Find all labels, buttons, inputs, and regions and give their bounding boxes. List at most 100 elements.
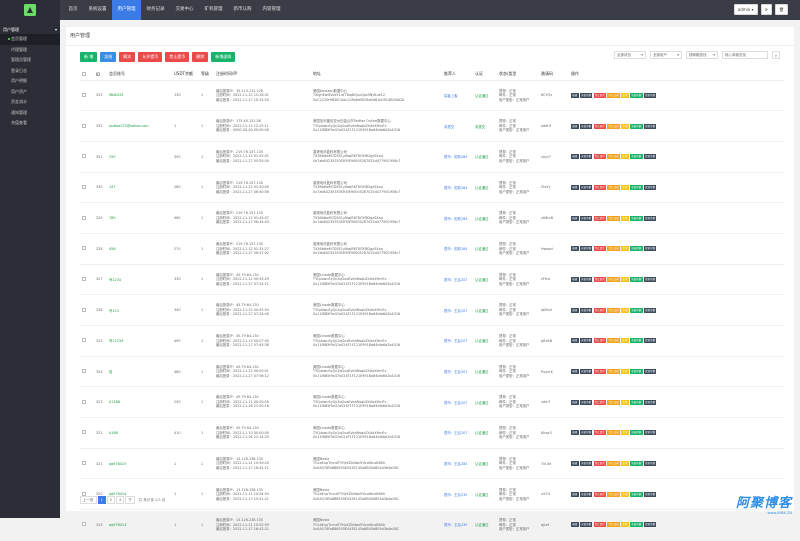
page-button[interactable]: 2 — [107, 496, 115, 504]
sidebar-item[interactable]: 用户明细 — [0, 76, 60, 87]
toolbar-button[interactable]: 新 增 — [80, 52, 97, 62]
row-action-button[interactable]: 禁止提币 — [594, 124, 607, 129]
toolbar-button[interactable]: 允许提币 — [138, 52, 162, 62]
account-link[interactable]: qq978414 — [107, 479, 172, 510]
row-action-button[interactable]: 提现余额 — [644, 308, 657, 313]
row-action-button[interactable]: 正常 — [621, 154, 629, 159]
row-action-button[interactable]: 正常 — [621, 338, 629, 343]
row-action-button[interactable]: 充值余额 — [580, 522, 593, 527]
row-action-button[interactable]: 充值余额 — [580, 154, 593, 159]
row-checkbox[interactable] — [82, 400, 86, 404]
row-action-button[interactable]: 禁止交易 — [607, 338, 620, 343]
row-action-button[interactable]: 冻结余额 — [630, 93, 643, 98]
account-link[interactable]: qq978413 — [107, 510, 172, 541]
row-checkbox[interactable] — [82, 430, 86, 434]
top-nav-tab[interactable]: 新币认购 — [228, 0, 257, 20]
row-action-button[interactable]: 提现余额 — [644, 93, 657, 98]
row-checkbox[interactable] — [82, 277, 86, 281]
row-action-button[interactable]: 禁止交易 — [607, 185, 620, 190]
row-action-button[interactable]: 正常 — [621, 124, 629, 129]
top-nav-tab[interactable]: 首页 — [63, 0, 83, 20]
row-action-button[interactable]: 提现余额 — [644, 492, 657, 497]
row-action-button[interactable]: 正常 — [621, 430, 629, 435]
toolbar-button[interactable]: 删除 — [192, 52, 208, 62]
account-link[interactable]: qq978415 — [107, 448, 172, 479]
user-menu-button[interactable]: admin ▾ — [734, 4, 758, 15]
row-action-button[interactable]: 禁止提币 — [594, 522, 607, 527]
row-action-button[interactable]: 编辑 — [571, 154, 579, 159]
row-action-button[interactable]: 禁止提币 — [594, 308, 607, 313]
row-action-button[interactable]: 充值余额 — [580, 369, 593, 374]
row-action-button[interactable]: 禁止交易 — [607, 369, 620, 374]
row-action-button[interactable]: 编辑 — [571, 461, 579, 466]
account-link[interactable]: 780 — [107, 203, 172, 234]
row-action-button[interactable]: 禁止交易 — [607, 430, 620, 435]
row-checkbox[interactable] — [82, 185, 86, 189]
row-action-button[interactable]: 提现余额 — [644, 522, 657, 527]
row-action-button[interactable]: 充值余额 — [580, 461, 593, 466]
row-checkbox[interactable] — [82, 124, 86, 128]
search-type-select[interactable]: 按邮箱查找▾ — [686, 51, 718, 59]
row-action-button[interactable]: 编辑 — [571, 430, 579, 435]
top-nav-tab[interactable]: 内容管理 — [257, 0, 286, 20]
row-action-button[interactable]: 编辑 — [571, 216, 579, 221]
user-filter-select[interactable]: 全部用户▾ — [650, 51, 682, 59]
row-checkbox[interactable] — [82, 308, 86, 312]
row-action-button[interactable]: 充值余额 — [580, 338, 593, 343]
row-action-button[interactable]: 冻结余额 — [630, 216, 643, 221]
sidebar-item[interactable]: 管理员管理 — [0, 55, 60, 66]
row-action-button[interactable]: 编辑 — [571, 492, 579, 497]
row-action-button[interactable]: 禁止交易 — [607, 522, 620, 527]
row-action-button[interactable]: 冻结余额 — [630, 338, 643, 343]
row-action-button[interactable]: 正常 — [621, 308, 629, 313]
row-action-button[interactable]: 禁止提币 — [594, 400, 607, 405]
row-action-button[interactable]: 编辑 — [571, 277, 579, 282]
row-action-button[interactable]: 正常 — [621, 216, 629, 221]
account-link[interactable]: 号1234 — [107, 264, 172, 295]
row-action-button[interactable]: 提现余额 — [644, 154, 657, 159]
row-action-button[interactable]: 禁止提币 — [594, 492, 607, 497]
row-action-button[interactable]: 提现余额 — [644, 124, 657, 129]
toolbar-button[interactable]: 禁止提币 — [165, 52, 189, 62]
sidebar-group-header[interactable]: 用户管理▾ — [0, 26, 60, 34]
row-action-button[interactable]: 充值余额 — [580, 492, 593, 497]
row-action-button[interactable]: 编辑 — [571, 369, 579, 374]
row-checkbox[interactable] — [82, 154, 86, 158]
search-input[interactable] — [722, 51, 768, 59]
row-action-button[interactable]: 提现余额 — [644, 400, 657, 405]
select-all-checkbox[interactable] — [82, 72, 86, 76]
row-action-button[interactable]: 冻结余额 — [630, 400, 643, 405]
row-action-button[interactable]: 禁止交易 — [607, 124, 620, 129]
row-action-button[interactable]: 提现余额 — [644, 369, 657, 374]
account-link[interactable]: asdfaa073@sohoo.com — [107, 111, 172, 142]
refresh-icon[interactable]: ⟳ — [761, 4, 772, 15]
row-action-button[interactable]: 冻结余额 — [630, 308, 643, 313]
top-nav-tab[interactable]: 交易中心 — [170, 0, 199, 20]
sidebar-item[interactable]: 充值查看 — [0, 118, 60, 129]
row-action-button[interactable]: 编辑 — [571, 246, 579, 251]
row-action-button[interactable]: 冻结余额 — [630, 522, 643, 527]
row-action-button[interactable]: 正常 — [621, 369, 629, 374]
row-action-button[interactable]: 禁止提币 — [594, 338, 607, 343]
row-action-button[interactable]: 编辑 — [571, 522, 579, 527]
row-action-button[interactable]: 禁止提币 — [594, 246, 607, 251]
trash-icon[interactable]: 🗑 — [775, 4, 788, 15]
row-action-button[interactable]: 冻结余额 — [630, 369, 643, 374]
row-action-button[interactable]: 冻结余额 — [630, 185, 643, 190]
row-action-button[interactable]: 冻结余额 — [630, 430, 643, 435]
row-action-button[interactable]: 充值余额 — [580, 93, 593, 98]
row-action-button[interactable]: 禁止交易 — [607, 461, 620, 466]
row-action-button[interactable]: 提现余额 — [644, 338, 657, 343]
row-action-button[interactable]: 编辑 — [571, 124, 579, 129]
sidebar-item[interactable]: 会员管理 — [0, 34, 60, 45]
next-page-button[interactable]: 下 — [125, 496, 135, 504]
row-action-button[interactable]: 正常 — [621, 246, 629, 251]
row-action-button[interactable]: 正常 — [621, 185, 629, 190]
row-action-button[interactable]: 正常 — [621, 492, 629, 497]
row-action-button[interactable]: 编辑 — [571, 185, 579, 190]
row-action-button[interactable]: 禁止交易 — [607, 492, 620, 497]
row-action-button[interactable]: 禁止提币 — [594, 216, 607, 221]
row-action-button[interactable]: 禁止交易 — [607, 308, 620, 313]
row-action-button[interactable]: 提现余额 — [644, 216, 657, 221]
row-checkbox[interactable] — [82, 216, 86, 220]
